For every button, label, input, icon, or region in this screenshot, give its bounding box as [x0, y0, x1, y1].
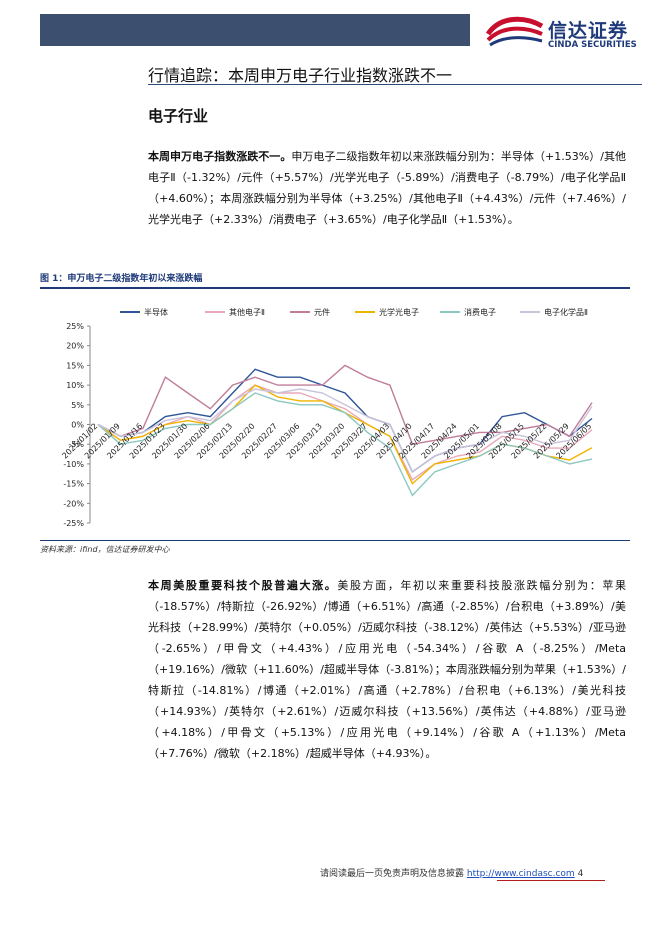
- series-line: [97, 384, 593, 481]
- y-tick-label: 25%: [66, 322, 84, 331]
- subtitle: 电子行业: [148, 107, 209, 125]
- page-number: 4: [577, 869, 584, 879]
- disclaimer: 请阅读最后一页免责声明及信息披露: [320, 869, 465, 879]
- series-line: [97, 364, 593, 445]
- header-bar: [40, 14, 470, 46]
- legend-label: 其他电子Ⅱ: [229, 307, 265, 317]
- source: 资料来源：ifind，信达证券研发中心: [40, 545, 170, 554]
- divider: [148, 84, 642, 85]
- y-tick-label: -20%: [63, 499, 84, 508]
- footer: 请阅读最后一页免责声明及信息披露 http://www.cindasc.com …: [320, 866, 583, 879]
- logo-cn: 信达证券: [548, 20, 629, 42]
- chart: 半导体 其他电子Ⅱ 元件 光学光电子 消费电子 电子化学品Ⅱ -25% -20% -15% -10…: [60, 307, 593, 528]
- y-tick-label: 10%: [66, 381, 84, 390]
- y-tick-label: -10%: [63, 460, 84, 469]
- y-tick-label: -15%: [63, 480, 84, 489]
- paragraph: 本周美股重要科技个股普遍大涨。美股方面，年初以来重要科技股涨跌幅分别为：苹果（-…: [148, 575, 626, 764]
- lead: 本周美股重要科技个股普遍大涨。: [148, 579, 338, 592]
- body-text: 美股方面，年初以来重要科技股涨跌幅分别为：苹果（-18.57%）/特斯拉（-26…: [148, 579, 627, 760]
- legend-label: 元件: [314, 307, 330, 317]
- footer-line: [497, 880, 605, 881]
- legend-label: 光学光电子: [379, 307, 419, 317]
- divider: [40, 287, 630, 289]
- y-tick-label: 20%: [66, 342, 84, 351]
- y-tick-label: 0%: [71, 421, 84, 430]
- paragraph: 本周申万电子指数涨跌不一。申万电子二级指数年初以来涨跌幅分别为：半导体（+1.5…: [148, 146, 626, 230]
- y-tick-label: -5%: [68, 440, 84, 449]
- series-line: [97, 388, 593, 473]
- series-line: [97, 392, 593, 497]
- section-title: 行情追踪：本周申万电子行业指数涨跌不一: [148, 66, 453, 85]
- divider: [40, 540, 630, 541]
- logo-en: CINDA SECURITIES: [548, 40, 637, 50]
- legend-label: 电子化学品Ⅱ: [544, 307, 588, 317]
- lead: 本周申万电子指数涨跌不一。: [148, 150, 292, 163]
- logo-mark: [485, 16, 544, 47]
- y-tick-label: 15%: [66, 361, 84, 370]
- series-line: [97, 368, 593, 473]
- body-text: 申万电子二级指数年初以来涨跌幅分别为：半导体（+1.53%）/其他电子Ⅱ（-1.…: [148, 150, 626, 226]
- y-tick-label: 5%: [71, 401, 84, 410]
- figure-caption: 图 1：申万电子二级指数年初以来涨跌幅: [40, 274, 203, 284]
- legend-label: 半导体: [144, 307, 168, 317]
- link[interactable]: http://www.cindasc.com: [466, 869, 575, 879]
- legend-label: 消费电子: [464, 307, 496, 317]
- y-tick-label: -25%: [63, 519, 84, 528]
